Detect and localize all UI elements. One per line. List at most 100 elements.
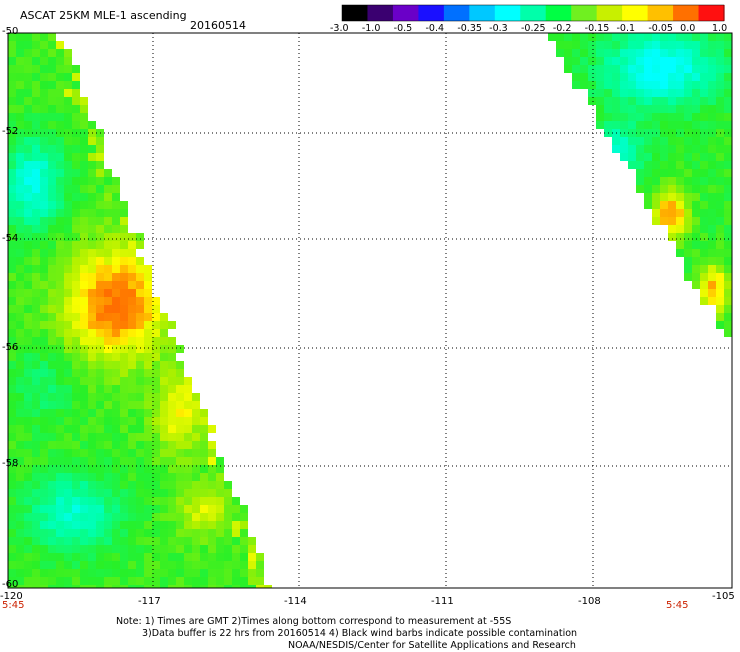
swath-cell	[192, 481, 200, 489]
swath-cell	[32, 465, 40, 473]
swath-cell	[96, 161, 104, 169]
swath-cell	[32, 169, 40, 177]
swath-cell	[56, 305, 64, 313]
swath-cell	[136, 537, 144, 545]
swath-cell	[56, 105, 64, 113]
swath-cell	[152, 337, 160, 345]
swath-cell	[96, 193, 104, 201]
swath-cell	[112, 425, 120, 433]
swath-cell	[48, 249, 56, 257]
swath-cell	[668, 185, 676, 193]
swath-cell	[184, 513, 192, 521]
swath-cell	[24, 193, 32, 201]
swath-cell	[40, 313, 48, 321]
swath-cell	[700, 177, 708, 185]
swath-cell	[104, 425, 112, 433]
swath-cell	[692, 57, 700, 65]
swath-cell	[708, 73, 716, 81]
swath-cell	[16, 433, 24, 441]
swath-cell	[88, 425, 96, 433]
swath-cell	[240, 569, 248, 577]
swath-cell	[160, 313, 168, 321]
swath-cell	[708, 81, 716, 89]
swath-cell	[120, 289, 128, 297]
swath-cell	[208, 425, 216, 433]
swath-cell	[668, 89, 676, 97]
swath-cell	[636, 177, 644, 185]
swath-cell	[104, 457, 112, 465]
swath-cell	[32, 401, 40, 409]
swath-cell	[692, 161, 700, 169]
swath-cell	[112, 257, 120, 265]
colorbar-swatch	[545, 5, 572, 21]
swath-cell	[24, 121, 32, 129]
swath-cell	[224, 545, 232, 553]
swath-cell	[684, 57, 692, 65]
swath-cell	[620, 41, 628, 49]
swath-cell	[88, 409, 96, 417]
swath-cell	[56, 177, 64, 185]
swath-cell	[80, 217, 88, 225]
swath-cell	[200, 513, 208, 521]
swath-cell	[16, 233, 24, 241]
colorbar-swatch	[647, 5, 674, 21]
swath-cell	[8, 57, 16, 65]
swath-cell	[16, 257, 24, 265]
swath-cell	[572, 41, 580, 49]
swath-cell	[668, 73, 676, 81]
swath-cell	[200, 577, 208, 585]
swath-cell	[176, 537, 184, 545]
swath-cell	[8, 81, 16, 89]
swath-cell	[40, 201, 48, 209]
swath-cell	[192, 473, 200, 481]
swath-cell	[160, 545, 168, 553]
swath-cell	[668, 169, 676, 177]
swath-cell	[104, 185, 112, 193]
swath-cell	[56, 561, 64, 569]
swath-cell	[684, 209, 692, 217]
swath-cell	[48, 505, 56, 513]
swath-cell	[716, 217, 724, 225]
swath-cell	[216, 561, 224, 569]
swath-cell	[16, 497, 24, 505]
swath-cell	[48, 185, 56, 193]
swath-cell	[88, 577, 96, 585]
swath-cell	[80, 121, 88, 129]
swath-cell	[16, 377, 24, 385]
swath-cell	[80, 225, 88, 233]
swath-cell	[88, 177, 96, 185]
swath-cell	[32, 49, 40, 57]
swath-cell	[40, 585, 48, 588]
swath-cell	[24, 105, 32, 113]
swath-cell	[724, 41, 732, 49]
swath-cell	[208, 585, 216, 588]
swath-cell	[636, 105, 644, 113]
swath-cell	[40, 97, 48, 105]
swath-cell	[80, 233, 88, 241]
swath-cell	[168, 569, 176, 577]
swath-cell	[128, 457, 136, 465]
swath-cell	[8, 273, 16, 281]
swath-cell	[120, 545, 128, 553]
swath-cell	[88, 201, 96, 209]
swath-cell	[216, 465, 224, 473]
swath-cell	[144, 305, 152, 313]
swath-cell	[200, 433, 208, 441]
swath-cell	[24, 449, 32, 457]
swath-cell	[40, 465, 48, 473]
swath-cell	[48, 201, 56, 209]
swath-cell	[88, 401, 96, 409]
swath-cell	[700, 81, 708, 89]
swath-cell	[64, 465, 72, 473]
swath-cell	[56, 529, 64, 537]
swath-cell	[200, 417, 208, 425]
swath-cell	[700, 265, 708, 273]
swath-cell	[684, 201, 692, 209]
swath-cell	[40, 329, 48, 337]
swath-cell	[72, 145, 80, 153]
colorbar-label: -0.3	[489, 23, 508, 34]
swath-cell	[144, 505, 152, 513]
swath-cell	[88, 217, 96, 225]
swath-cell	[96, 145, 104, 153]
swath-cell	[40, 553, 48, 561]
